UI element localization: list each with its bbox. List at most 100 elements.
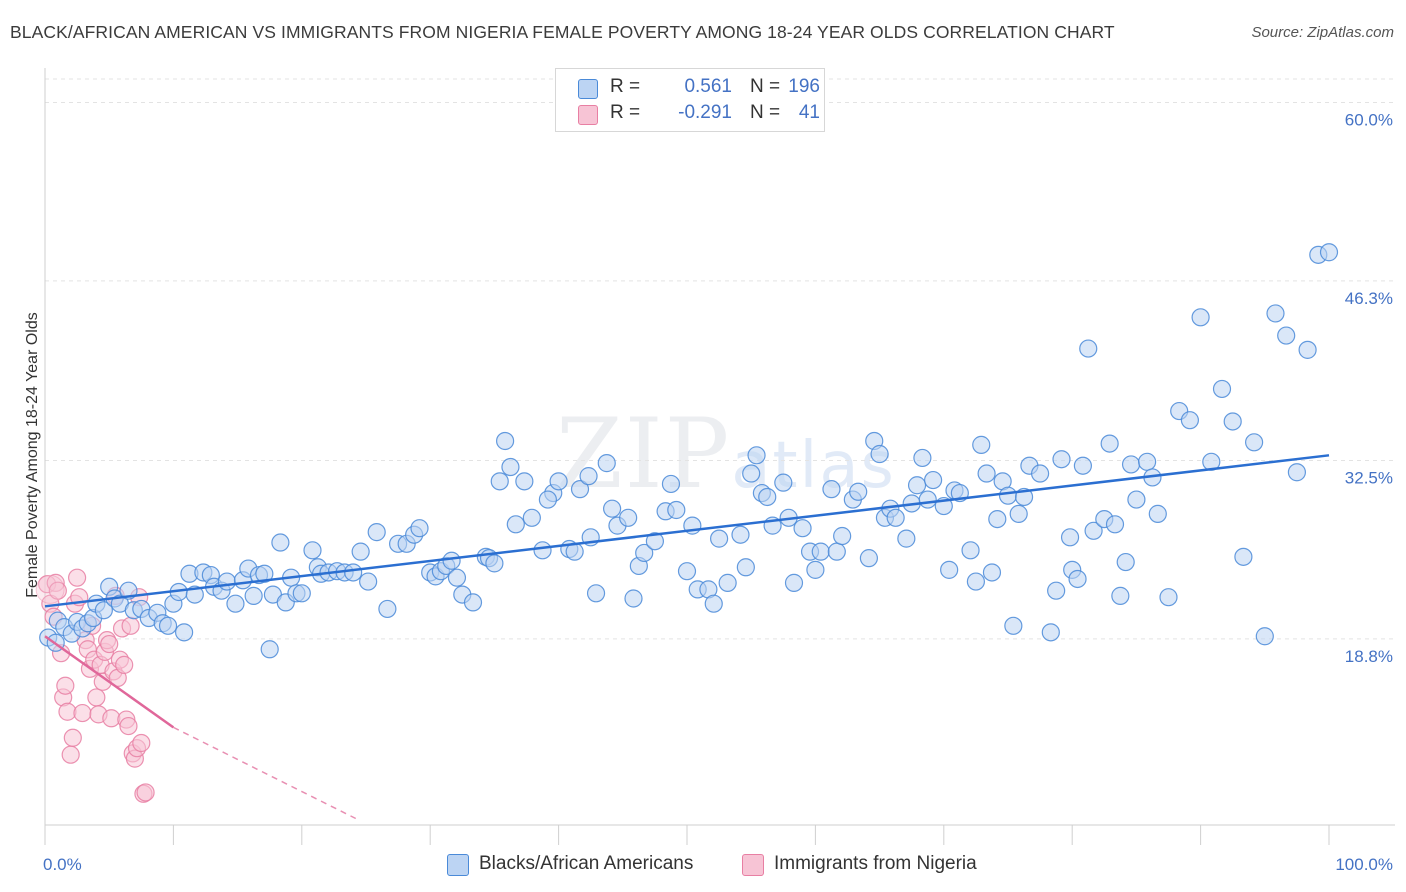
bottom-legend-label-nigeria: Immigrants from Nigeria xyxy=(774,853,977,874)
data-point xyxy=(977,464,996,483)
data-point xyxy=(988,509,1007,529)
grid-lines xyxy=(45,78,1395,640)
data-point xyxy=(597,454,616,473)
data-point xyxy=(661,474,681,494)
data-point xyxy=(849,482,868,501)
bottom-legend-label-black: Blacks/African Americans xyxy=(479,853,694,874)
data-point xyxy=(709,529,729,548)
data-point xyxy=(586,584,606,603)
legend-n-label: N = xyxy=(750,76,781,97)
data-point-large xyxy=(35,574,65,604)
y-axis-label: Female Poverty Among 18-24 Year Olds xyxy=(24,312,41,598)
data-point xyxy=(1298,340,1317,359)
legend-r-label: R = xyxy=(610,102,641,123)
chart-title: BLACK/AFRICAN AMERICAN VS IMMIGRANTS FRO… xyxy=(10,22,1115,42)
data-point xyxy=(940,560,959,579)
data-point xyxy=(226,594,245,613)
data-point xyxy=(260,640,279,659)
data-point xyxy=(549,472,568,491)
data-point xyxy=(635,543,654,563)
data-point xyxy=(100,634,119,654)
x-tick-label: 100.0% xyxy=(1335,855,1393,874)
data-point xyxy=(271,533,290,552)
y-tick-label: 18.8% xyxy=(1345,647,1393,666)
data-point xyxy=(522,508,541,527)
data-point xyxy=(1100,434,1119,453)
data-point xyxy=(1041,623,1060,642)
data-point xyxy=(410,519,429,538)
data-point xyxy=(58,702,77,721)
data-point xyxy=(73,703,92,723)
data-point xyxy=(972,435,991,454)
data-point xyxy=(1244,433,1264,452)
data-point xyxy=(94,601,113,620)
data-point xyxy=(1060,528,1080,547)
data-point xyxy=(579,467,598,486)
data-point xyxy=(490,472,509,491)
data-point xyxy=(463,593,483,612)
data-point xyxy=(344,563,363,582)
data-point xyxy=(859,549,879,568)
legend-r-value: 0.561 xyxy=(684,76,732,97)
data-point xyxy=(175,623,194,642)
data-point xyxy=(485,554,504,573)
data-point xyxy=(48,581,67,600)
data-point xyxy=(367,523,386,542)
y-tick-label: 32.5% xyxy=(1345,469,1393,488)
data-point xyxy=(645,532,665,551)
data-point xyxy=(292,584,311,603)
data-point xyxy=(998,486,1018,505)
correlation-legend: R = 0.561 N = 196 R = -0.291 N = 41 xyxy=(555,68,825,132)
data-point xyxy=(303,541,322,560)
data-point xyxy=(1009,504,1028,523)
data-point xyxy=(1105,515,1125,534)
data-point xyxy=(811,542,830,561)
data-point xyxy=(1047,581,1066,600)
x-tick-label: 0.0% xyxy=(43,855,82,874)
data-point xyxy=(907,476,927,495)
data-point xyxy=(619,508,638,527)
data-point xyxy=(1148,504,1167,523)
data-point xyxy=(742,464,761,483)
source-label: Source: ZipAtlas.com xyxy=(1251,24,1394,41)
data-point xyxy=(1137,452,1157,471)
data-point xyxy=(806,560,825,579)
data-point xyxy=(1073,456,1093,475)
data-point xyxy=(217,572,236,591)
legend-n-value: 41 xyxy=(798,102,820,123)
data-point xyxy=(378,599,397,619)
data-point xyxy=(533,541,552,560)
data-point xyxy=(1159,588,1178,607)
data-point xyxy=(119,716,138,736)
data-point xyxy=(1079,339,1098,358)
data-point xyxy=(913,448,932,468)
data-point xyxy=(1116,552,1135,572)
data-point xyxy=(158,616,178,635)
data-point xyxy=(1212,379,1232,399)
data-point xyxy=(758,487,777,507)
data-point xyxy=(1234,547,1253,566)
data-point xyxy=(704,594,723,613)
data-point xyxy=(736,558,755,577)
legend-r-value: -0.291 xyxy=(678,102,732,123)
data-point xyxy=(87,688,106,707)
data-point xyxy=(1111,586,1130,605)
data-point xyxy=(624,589,643,608)
data-point xyxy=(1277,326,1296,345)
data-point xyxy=(966,572,986,591)
data-point xyxy=(1030,464,1050,483)
data-point xyxy=(774,473,793,492)
legend-n-label: N = xyxy=(750,102,781,123)
data-point xyxy=(793,519,812,538)
trend-line-nigeria xyxy=(44,635,175,729)
series-nigeria-points xyxy=(35,568,155,803)
data-point xyxy=(121,616,140,635)
legend-r-label: R = xyxy=(610,76,641,97)
data-point xyxy=(827,542,846,561)
data-point xyxy=(496,431,515,451)
data-point xyxy=(136,783,155,802)
data-point xyxy=(1127,490,1146,509)
data-point xyxy=(56,676,75,695)
data-point xyxy=(244,586,263,605)
